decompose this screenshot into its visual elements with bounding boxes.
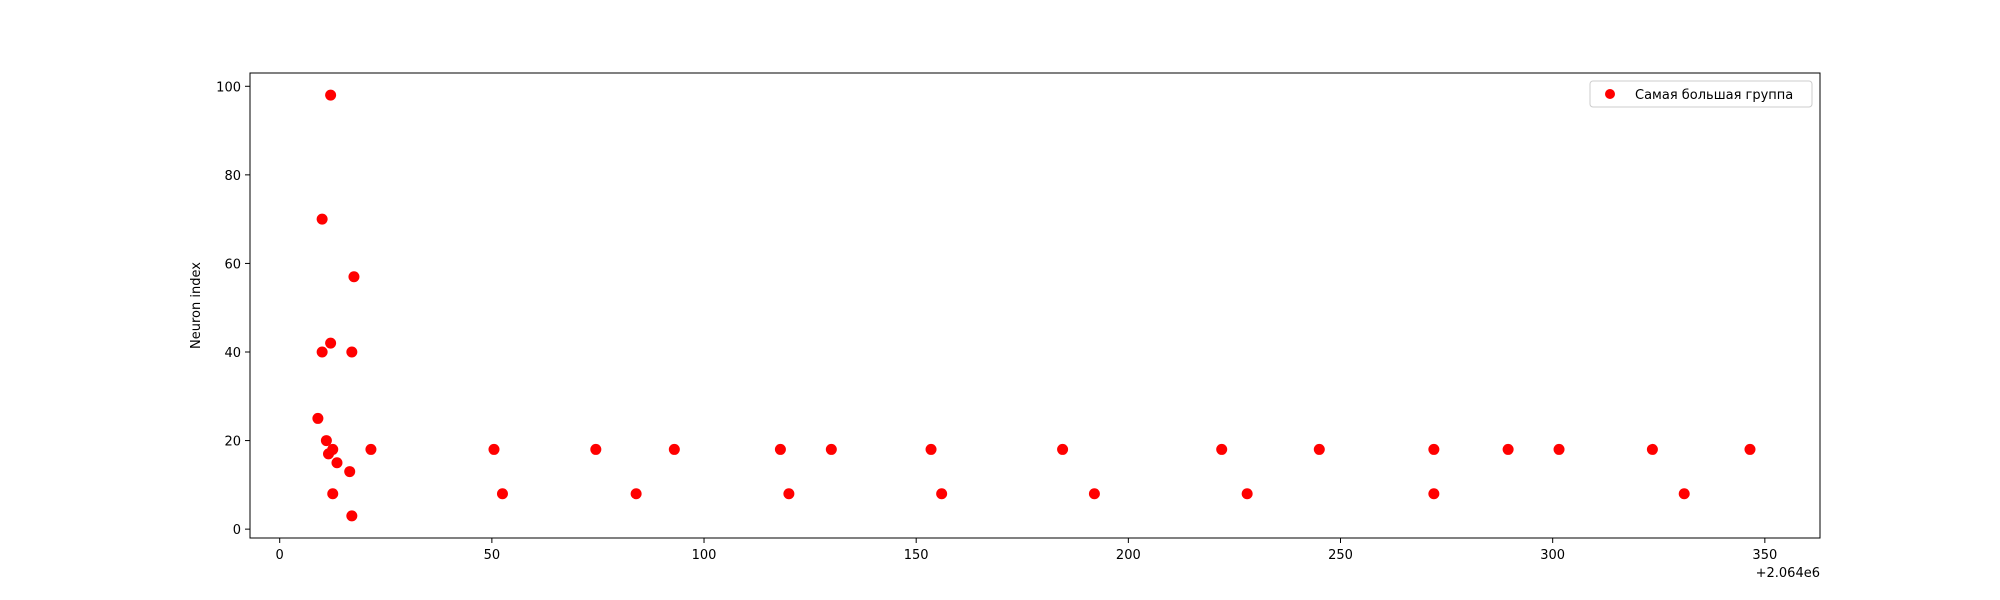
data-point (1216, 443, 1228, 455)
x-tick-label: 350 (1752, 548, 1777, 563)
data-point (1744, 443, 1756, 455)
data-point (630, 488, 642, 500)
ticks-layer: 0 50 100 150 200 250 300 350 0 20 40 60 80 100 (216, 80, 1777, 563)
data-point (936, 488, 948, 500)
data-point (488, 443, 500, 455)
data-point (325, 89, 337, 101)
legend-box (1589, 80, 1813, 108)
data-point (312, 412, 324, 424)
plot-area-frame (249, 72, 1821, 539)
data-point (668, 443, 680, 455)
y-tick-label: 60 (224, 257, 241, 272)
data-point (316, 346, 328, 358)
y-tick-label: 0 (233, 523, 241, 538)
x-tick-label: 100 (692, 548, 717, 563)
x-tick-label: 150 (904, 548, 929, 563)
data-point (1646, 443, 1658, 455)
data-point (1241, 488, 1253, 500)
data-point (1553, 443, 1565, 455)
data-point (325, 337, 337, 349)
data-point (774, 443, 786, 455)
legend-marker (1605, 89, 1615, 99)
y-tick-label: 20 (224, 435, 241, 450)
y-tick-label: 100 (216, 80, 241, 95)
data-point (344, 466, 356, 478)
data-point (590, 443, 602, 455)
data-point (346, 346, 358, 358)
data-point (1502, 443, 1514, 455)
data-point (320, 435, 332, 447)
data-point (1428, 488, 1440, 500)
data-point (1313, 443, 1325, 455)
x-tick-label: 50 (484, 548, 501, 563)
data-point (825, 443, 837, 455)
data-point (496, 488, 508, 500)
data-point (327, 488, 339, 500)
y-tick-label: 40 (224, 346, 241, 361)
data-point (316, 213, 328, 225)
data-point (1057, 443, 1069, 455)
points-layer (312, 89, 1756, 522)
legend: Самая большая группа (1589, 80, 1813, 108)
data-point (327, 443, 339, 455)
data-point (1678, 488, 1690, 500)
data-point (365, 443, 377, 455)
x-tick-label: 250 (1328, 548, 1353, 563)
data-point (1088, 488, 1100, 500)
data-point (783, 488, 795, 500)
data-point (925, 443, 937, 455)
data-point (346, 510, 358, 522)
x-axis-offset-label: +2.064e6 (1756, 566, 1820, 581)
data-point (348, 271, 360, 283)
x-tick-label: 300 (1540, 548, 1565, 563)
legend-label: Самая большая группа (1635, 88, 1793, 103)
x-tick-label: 200 (1116, 548, 1141, 563)
x-tick-label: 0 (276, 548, 284, 563)
y-tick-label: 80 (224, 169, 241, 184)
data-point (1428, 443, 1440, 455)
y-axis-label: Neuron index (189, 262, 204, 349)
data-point (331, 457, 343, 469)
